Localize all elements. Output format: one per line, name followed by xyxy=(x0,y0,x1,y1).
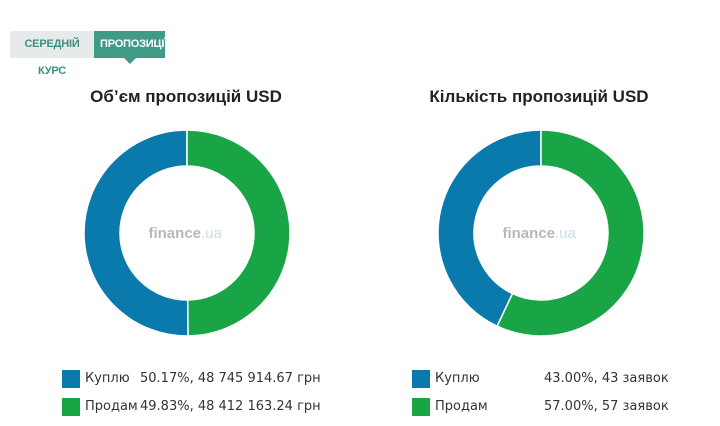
legend-label: Куплю xyxy=(435,371,480,386)
donut-slice-buy[interactable] xyxy=(83,129,189,337)
volume-chart-panel: Обʼєм пропозицій USD finance .ua Куплю 5… xyxy=(0,0,360,423)
legend-swatch-buy xyxy=(412,370,430,388)
chart-title: Кількість пропозицій USD xyxy=(429,87,649,106)
watermark-suffix: .ua xyxy=(555,225,577,242)
legend-label: Продам xyxy=(85,399,138,414)
watermark-brand: finance xyxy=(502,225,555,242)
legend-value: 57.00%, 57 заявок xyxy=(544,399,669,414)
donut-chart: finance .ua xyxy=(83,129,291,337)
legend-value: 43.00%, 43 заявок xyxy=(544,371,669,386)
watermark-brand: finance xyxy=(148,225,201,242)
legend-swatch-sell xyxy=(412,398,430,416)
count-chart-panel: Кількість пропозицій USD finance .ua Куп… xyxy=(360,0,720,423)
legend-label: Куплю xyxy=(85,371,130,386)
watermark-suffix: .ua xyxy=(201,225,223,242)
tab-offers[interactable]: ПРОПОЗИЦІЇ xyxy=(94,31,167,64)
donut-chart: finance .ua xyxy=(437,129,645,337)
legend-value: 49.83%, 48 412 163.24 грн xyxy=(140,399,321,414)
tab-average-rate[interactable]: СЕРЕДНІЙ КУРС xyxy=(10,31,94,77)
donut-slice-sell[interactable] xyxy=(496,129,645,337)
donut-slice-buy[interactable] xyxy=(437,129,542,328)
donut-slice-sell[interactable] xyxy=(186,129,291,337)
legend-label: Продам xyxy=(435,399,488,414)
legend-value: 50.17%, 48 745 914.67 грн xyxy=(140,371,321,386)
chart-title: Обʼєм пропозицій USD xyxy=(90,87,282,106)
legend-swatch-sell xyxy=(62,398,80,416)
tab-bar: СЕРЕДНІЙ КУРС ПРОПОЗИЦІЇ xyxy=(10,31,167,77)
legend-swatch-buy xyxy=(62,370,80,388)
